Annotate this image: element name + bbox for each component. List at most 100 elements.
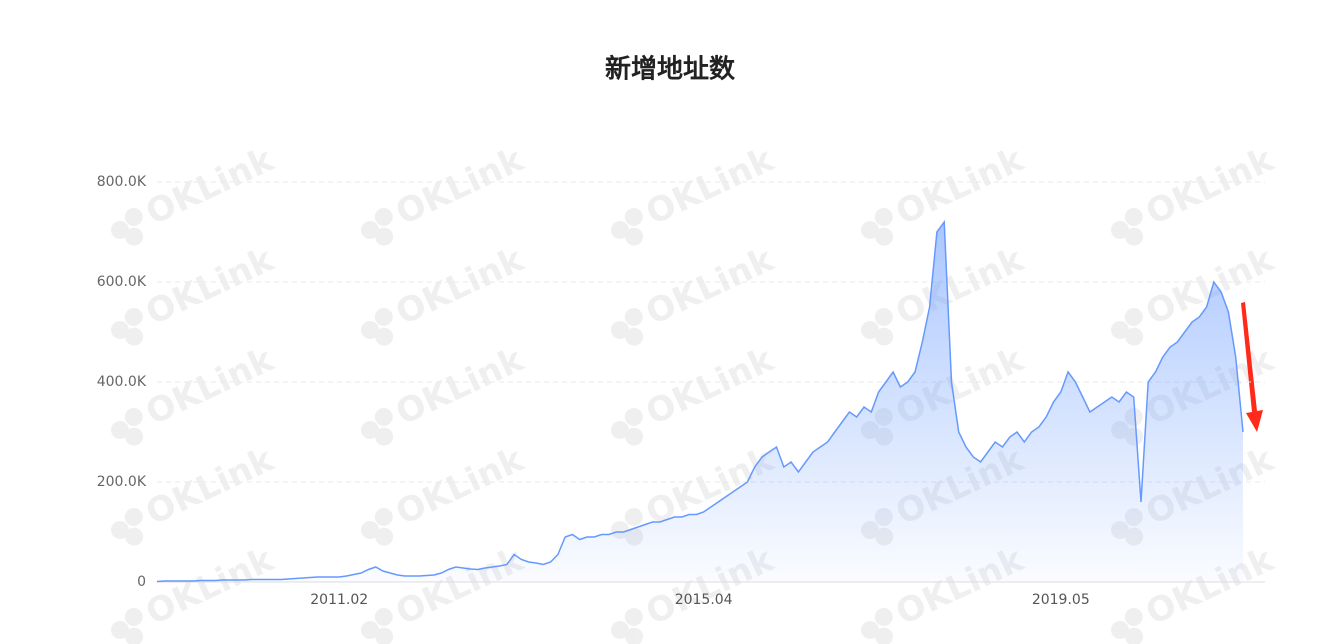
watermark-text: OKLink	[140, 539, 281, 633]
watermark-dot	[875, 227, 894, 246]
watermark-dot	[1111, 221, 1129, 239]
watermark-text: OKLink	[140, 439, 281, 533]
watermark: OKLink	[361, 239, 531, 346]
watermark-dot	[111, 421, 129, 439]
watermark-dot	[625, 227, 644, 246]
watermark-text: OKLink	[140, 239, 281, 333]
y-tick-label: 0	[137, 574, 146, 590]
x-tick-label: 2019.05	[1032, 592, 1090, 608]
watermark-dot	[125, 327, 144, 346]
watermark-dot	[624, 407, 643, 426]
watermark-dot	[374, 607, 393, 626]
watermark-dot	[361, 421, 379, 439]
watermark-dot	[861, 621, 879, 639]
watermark-dot	[1124, 307, 1143, 326]
watermark-dot	[611, 621, 629, 639]
watermark-dot	[611, 421, 629, 439]
watermark-dot	[624, 307, 643, 326]
watermark: OKLink	[361, 439, 531, 546]
watermark-dot	[375, 627, 394, 644]
watermark: OKLink	[361, 339, 531, 446]
watermark: OKLink	[111, 439, 281, 546]
watermark: OKLink	[611, 239, 781, 346]
watermark-dot	[124, 507, 143, 526]
watermark-dot	[375, 327, 394, 346]
watermark-dot	[1124, 207, 1143, 226]
watermark-dot	[874, 207, 893, 226]
watermark-dot	[124, 607, 143, 626]
watermark-dot	[375, 227, 394, 246]
watermark: OKLink	[361, 139, 531, 246]
watermark-dot	[861, 321, 879, 339]
watermark: OKLink	[111, 539, 281, 644]
watermark-dot	[374, 207, 393, 226]
watermark-dot	[624, 507, 643, 526]
watermark-dot	[611, 321, 629, 339]
watermark-text: OKLink	[890, 239, 1031, 333]
watermark-dot	[361, 521, 379, 539]
watermark-text: OKLink	[390, 539, 531, 633]
watermark-text: OKLink	[640, 339, 781, 433]
watermark-dot	[124, 407, 143, 426]
watermark-dot	[125, 427, 144, 446]
watermark-text: OKLink	[890, 139, 1031, 233]
watermark-text: OKLink	[640, 139, 781, 233]
watermark-text: OKLink	[390, 439, 531, 533]
line	[156, 219, 1244, 583]
watermark: OKLink	[111, 239, 281, 346]
watermark-dot	[875, 327, 894, 346]
watermark-dot	[125, 527, 144, 546]
watermark-dot	[125, 627, 144, 644]
y-tick-label: 600.0K	[97, 274, 147, 290]
watermark-text: OKLink	[140, 339, 281, 433]
watermark-dot	[1124, 607, 1143, 626]
y-tick-label: 200.0K	[97, 474, 147, 490]
watermark: OKLink	[111, 139, 281, 246]
watermark-dot	[375, 427, 394, 446]
watermark-text: OKLink	[390, 339, 531, 433]
watermark-dot	[1125, 627, 1144, 644]
watermark-dot	[361, 221, 379, 239]
watermark-dot	[124, 207, 143, 226]
watermark-dot	[125, 227, 144, 246]
watermark-text: OKLink	[640, 239, 781, 333]
watermark-dot	[625, 627, 644, 644]
watermark-dot	[625, 427, 644, 446]
watermark-text: OKLink	[390, 239, 531, 333]
watermark-text: OKLink	[1140, 139, 1281, 233]
y-tick-label: 800.0K	[97, 174, 147, 190]
chart-title: 新增地址数	[605, 54, 736, 85]
watermark-dot	[861, 221, 879, 239]
watermark-dot	[1111, 321, 1129, 339]
watermark: OKLink	[611, 339, 781, 446]
watermark-text: OKLink	[390, 139, 531, 233]
watermark: OKLink	[1111, 139, 1281, 246]
watermark-dot	[111, 221, 129, 239]
watermark-dot	[874, 607, 893, 626]
watermark-dot	[875, 627, 894, 644]
x-tick-label: 2015.04	[675, 592, 733, 608]
area-fill	[157, 222, 1243, 582]
watermark-dot	[625, 327, 644, 346]
watermark-dot	[111, 621, 129, 639]
watermark-dot	[374, 307, 393, 326]
watermark-dot	[361, 621, 379, 639]
watermark-dot	[375, 527, 394, 546]
watermark-dot	[624, 207, 643, 226]
annotation-arrow	[1241, 302, 1263, 432]
watermark-dot	[1125, 227, 1144, 246]
y-tick-label: 400.0K	[97, 374, 147, 390]
watermark-dot	[611, 221, 629, 239]
watermark: OKLink	[611, 139, 781, 246]
watermark-dot	[1125, 327, 1144, 346]
watermark-dot	[124, 307, 143, 326]
watermark-dot	[624, 607, 643, 626]
watermark-text: OKLink	[140, 139, 281, 233]
watermark-dot	[374, 407, 393, 426]
watermark-dot	[374, 507, 393, 526]
x-tick-label: 2011.02	[310, 592, 368, 608]
watermark-dot	[111, 321, 129, 339]
watermark-dot	[111, 521, 129, 539]
watermark: OKLink	[361, 539, 531, 644]
